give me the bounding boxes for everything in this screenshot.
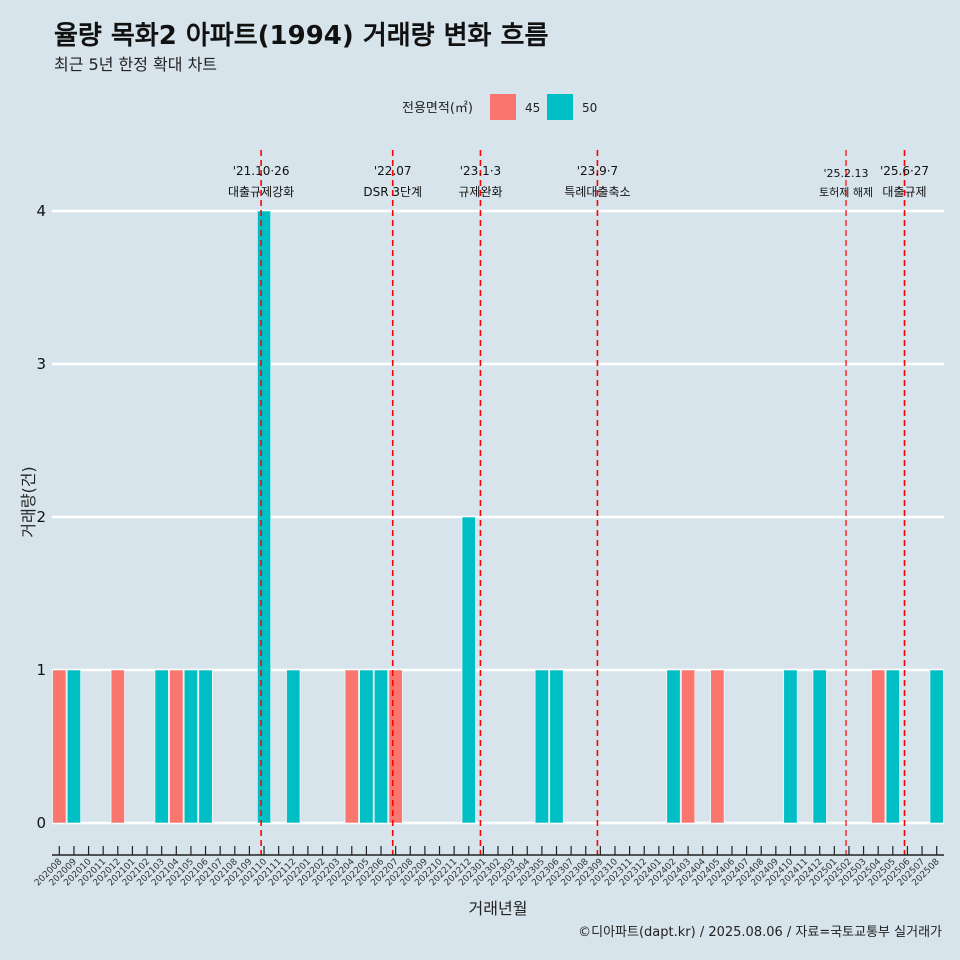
bar-50-202412 (812, 669, 827, 824)
y-tick-4: 4 (36, 202, 46, 220)
y-tick-3: 3 (36, 355, 46, 373)
event-date-4: '25.2.13 (824, 167, 869, 180)
bar-50-202508 (929, 669, 944, 824)
bar-45-202012 (110, 669, 125, 824)
caption: ©디아파트(dapt.kr) / 2025.08.06 / 자료=국토교통부 실… (578, 925, 942, 940)
bar-45-202207 (388, 669, 403, 824)
bar-50-202009 (66, 669, 81, 824)
legend-title: 전용면적(㎡) (402, 101, 473, 116)
bar-50-202206 (374, 669, 389, 824)
bar-50-202110 (257, 210, 272, 824)
y-axis: 0 1 2 3 4 (36, 202, 46, 832)
bar-50-202212 (461, 516, 476, 824)
event-label-1: DSR 3단계 (363, 185, 422, 199)
x-axis-label: 거래년월 (469, 899, 528, 918)
bar-50-202505 (885, 669, 900, 824)
y-tick-2: 2 (36, 508, 46, 526)
event-label-4: 토허제 해제 (819, 185, 873, 199)
bar-50-202305 (534, 669, 549, 824)
y-tick-0: 0 (36, 814, 46, 832)
bar-45-202403 (681, 669, 696, 824)
y-tick-1: 1 (36, 661, 46, 679)
event-label-3: 특례대출축소 (564, 185, 630, 199)
chart-title: 율량 목화2 아파트(1994) 거래량 변화 흐름 (54, 21, 548, 51)
bar-50-202410 (783, 669, 798, 824)
legend-label-45: 45 (525, 101, 540, 115)
bar-50-202402 (666, 669, 681, 824)
event-label-5: 대출규제 (882, 185, 926, 199)
event-label-0: 대출규제강화 (228, 185, 294, 199)
bar-50-202306 (549, 669, 564, 824)
bar-50-202112 (286, 669, 301, 824)
event-date-5: '25.6·27 (880, 164, 929, 178)
bar-50-202205 (359, 669, 374, 824)
y-axis-label: 거래량(건) (19, 466, 38, 537)
bar-50-202106 (198, 669, 213, 824)
bar-45-202008 (52, 669, 67, 824)
event-label-2: 규제완화 (458, 185, 502, 199)
bars (52, 210, 944, 824)
event-date-3: '23.9·7 (577, 164, 618, 178)
bar-50-202103 (154, 669, 169, 824)
bar-50-202105 (183, 669, 198, 824)
legend-label-50: 50 (582, 101, 597, 115)
x-axis: 2020082020092020102020112020122021012021… (33, 846, 944, 888)
legend-swatch-50 (547, 94, 573, 120)
event-date-2: '23.1·3 (460, 164, 501, 178)
bar-45-202104 (169, 669, 184, 824)
bar-45-202405 (710, 669, 725, 824)
bar-45-202504 (871, 669, 886, 824)
event-date-1: '22.07 (374, 164, 412, 178)
chart-subtitle: 최근 5년 한정 확대 차트 (54, 55, 217, 74)
legend-swatch-45 (490, 94, 516, 120)
event-lines: '21.10·26 대출규제강화 '22.07 DSR 3단계 '23.1·3 규제완화 '… (228, 150, 929, 855)
bar-45-202204 (344, 669, 359, 824)
legend: 전용면적(㎡) 45 50 (402, 94, 597, 120)
event-date-0: '21.10·26 (233, 164, 290, 178)
